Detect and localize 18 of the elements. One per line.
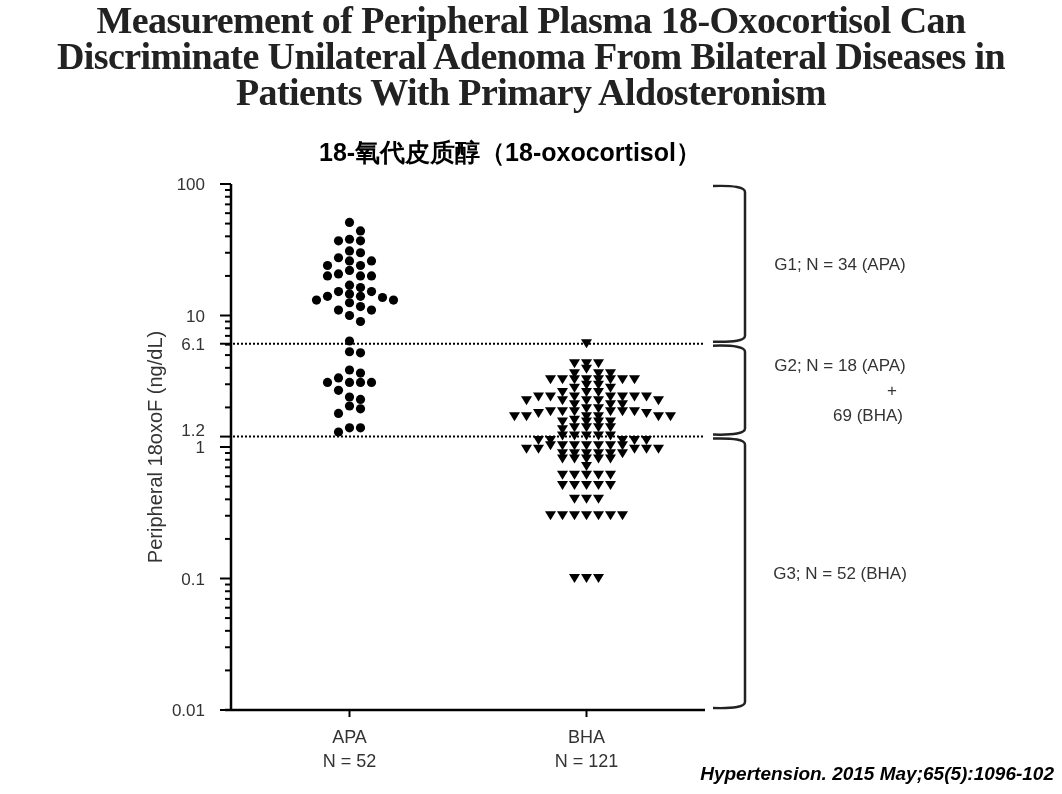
x-tick-label: BHA: [567, 727, 606, 747]
chart-title: Measurement of Peripheral Plasma 18-Oxocortisol Can Discriminate Unilateral Adenoma From Bilateral Diseases in Patients With Primary Aldosteronism: [55, 0, 1007, 113]
text: G2; N = 18 (APA) + 69 (BHA): [774, 356, 906, 426]
y-tick-label: 1: [195, 438, 205, 457]
y-tick-label: 10: [186, 306, 205, 326]
y-axis-title: Peripheral 18oxoF (ng/dL): [144, 330, 166, 564]
y-tick-label: 0.1: [181, 569, 205, 589]
chart-subtitle: 18-氧代皮质醇（18-oxocortisol）: [318, 137, 702, 168]
y-tick-label: 100: [176, 175, 205, 194]
x-tick-label: APA: [332, 727, 367, 747]
text: Hypertension. 2015 May;65(5):1096-102: [700, 763, 1054, 785]
y-tick-label: 1.2: [181, 421, 205, 440]
text: G1; N = 34 (APA): [774, 254, 906, 274]
y-tick-label: 0.01: [171, 701, 205, 720]
text: N = 52: [322, 751, 377, 771]
text: N = 121: [554, 751, 619, 771]
y-tick-label: 6.1: [181, 334, 205, 354]
text: G3; N = 52 (BHA): [773, 564, 907, 584]
